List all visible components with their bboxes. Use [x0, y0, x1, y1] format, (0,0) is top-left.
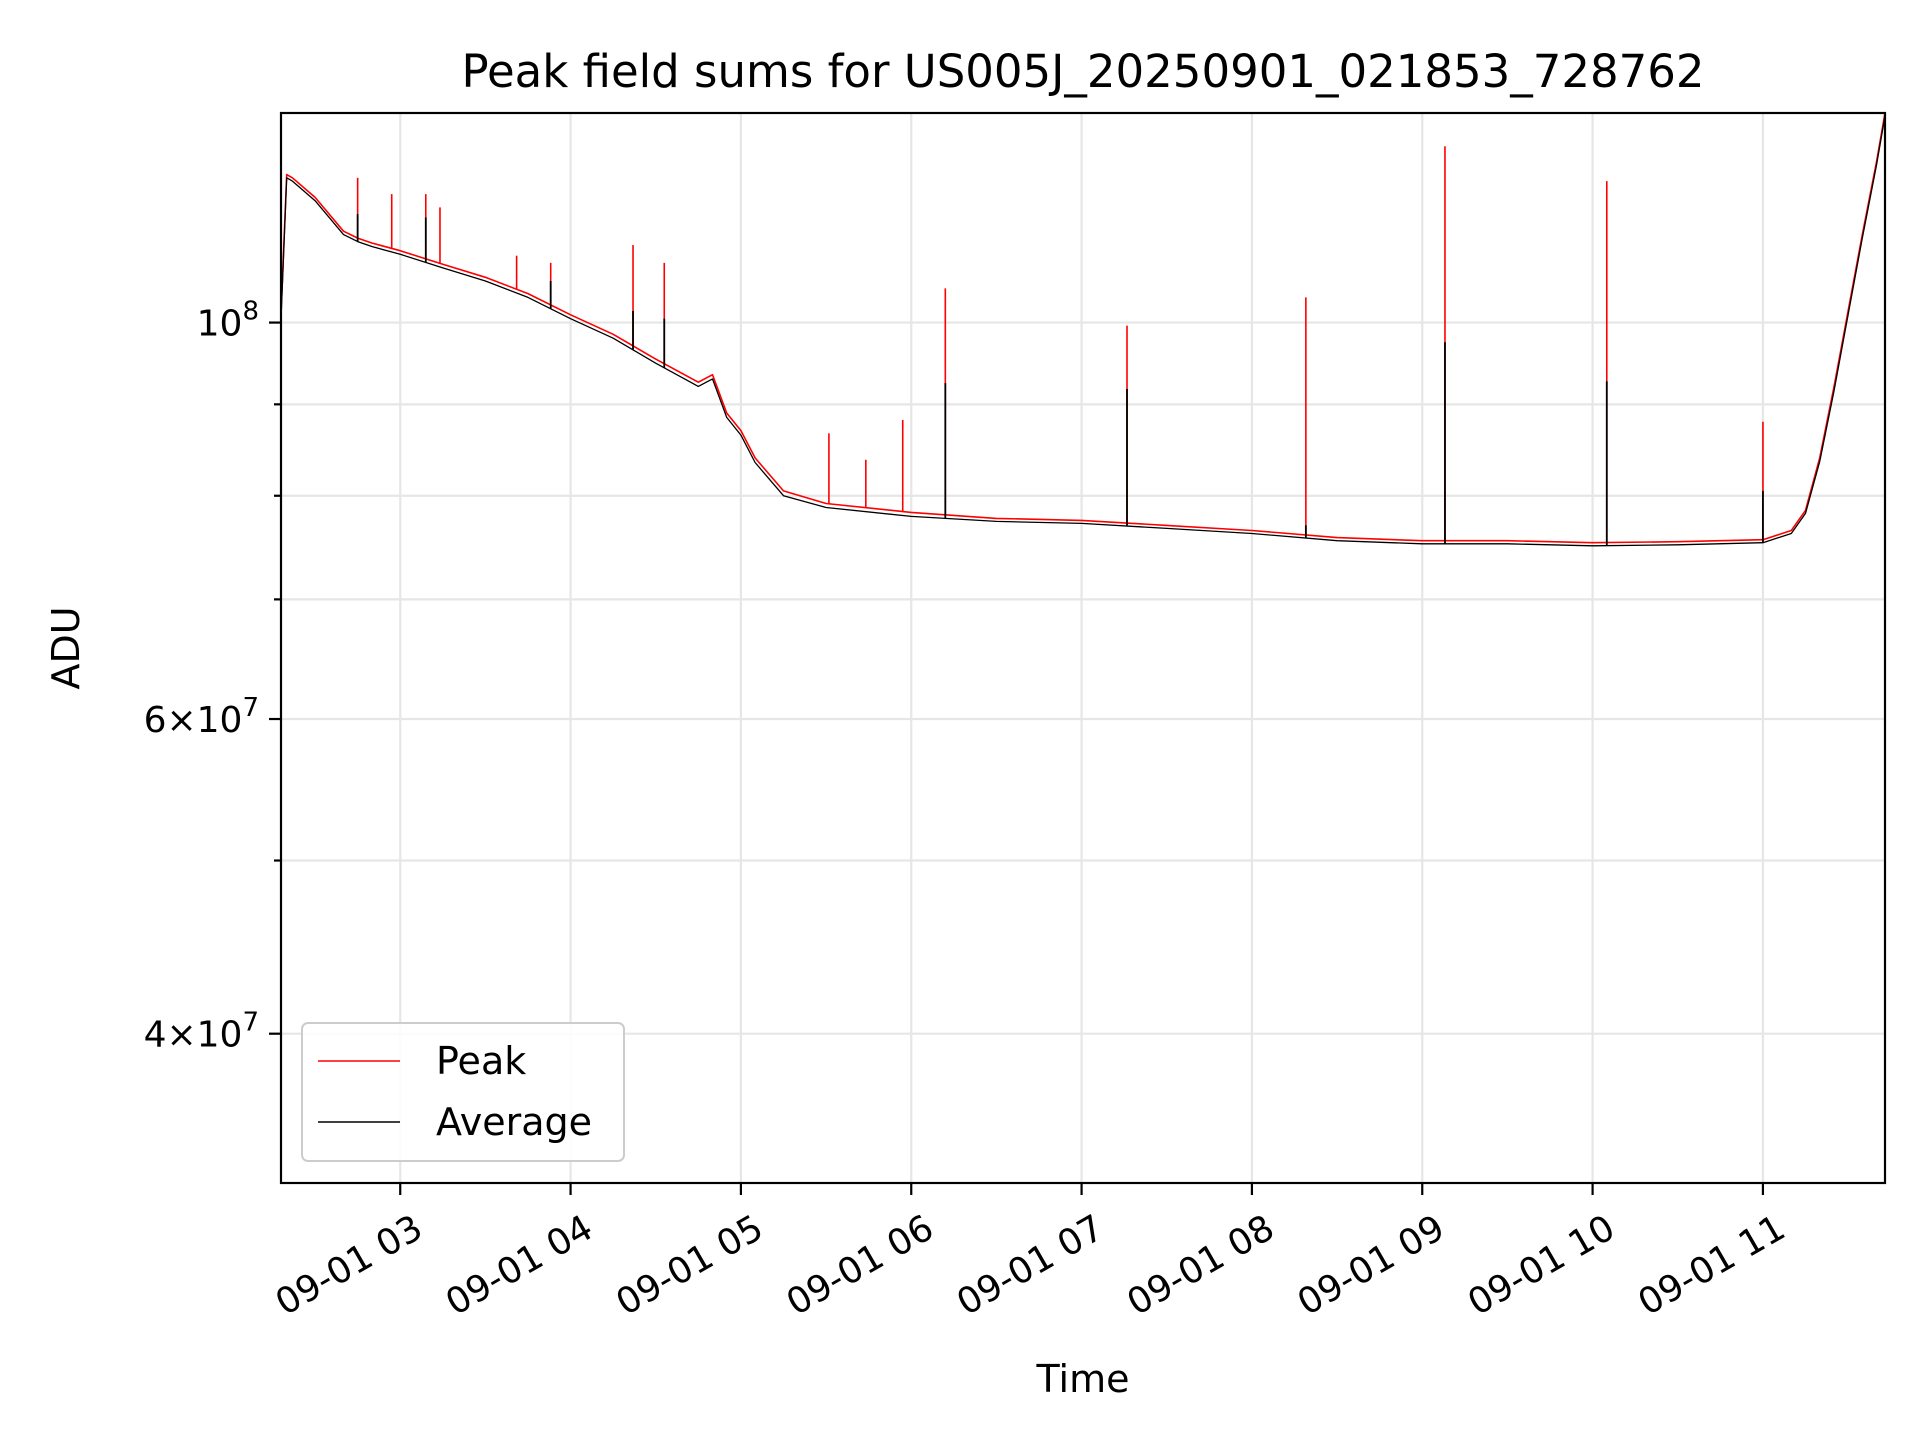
y-tick-label: 6×107: [144, 693, 259, 741]
chart-title: Peak field sums for US005J_20250901_0218…: [461, 45, 1704, 98]
legend-label-peak: Peak: [436, 1039, 526, 1083]
x-axis-label: Time: [1036, 1357, 1130, 1401]
axes-frame: [279, 111, 1887, 1185]
series-peak: [280, 112, 1886, 544]
legend-box: [301, 1022, 625, 1162]
series-average: [280, 115, 1886, 547]
grid: [281, 113, 1885, 1183]
y-axis-label: ADU: [44, 606, 88, 689]
legend: Peak Average: [301, 1022, 625, 1162]
plot-area: [280, 112, 1886, 547]
legend-label-average: Average: [436, 1100, 592, 1144]
y-tick-label: 4×107: [144, 1008, 259, 1056]
